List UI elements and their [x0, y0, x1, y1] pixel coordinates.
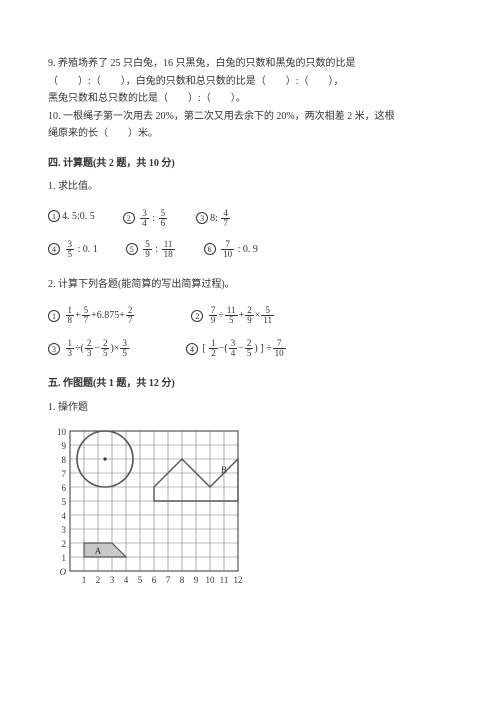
item-6: 6 710 : 0. 9 — [204, 240, 258, 259]
svg-text:5: 5 — [62, 497, 67, 507]
num-icon: 2 — [123, 212, 135, 224]
section5-q1: 1. 操作题 — [48, 400, 452, 416]
svg-text:10: 10 — [206, 575, 216, 585]
expr-4: 4 [ 12−(34−25) ] ÷710 — [186, 339, 287, 358]
svg-text:B: B — [221, 465, 227, 475]
expr-1: 1 18+57+6.875+27 — [48, 306, 135, 325]
num-icon: 1 — [48, 210, 60, 222]
svg-text:11: 11 — [220, 575, 229, 585]
svg-text:9: 9 — [62, 441, 67, 451]
item-1: 14. 5:0. 5 — [48, 209, 95, 228]
q10-line1: 10. 一根绳子第一次用去 20%，第二次又用去余下的 20%，两次相差 2 米… — [48, 109, 452, 125]
svg-text:6: 6 — [152, 575, 157, 585]
svg-text:5: 5 — [138, 575, 143, 585]
svg-text:A: A — [95, 546, 102, 556]
num-icon: 6 — [204, 243, 216, 255]
svg-text:12: 12 — [234, 575, 243, 585]
calc-row-1: 1 18+57+6.875+27 2 79÷115+29×511 — [48, 306, 452, 325]
svg-text:7: 7 — [166, 575, 171, 585]
num-icon: 4 — [186, 343, 198, 355]
svg-text:10: 10 — [57, 427, 67, 437]
num-icon: 2 — [191, 310, 203, 322]
item-4: 4 35 : 0. 1 — [48, 240, 98, 259]
svg-text:3: 3 — [62, 525, 67, 535]
svg-text:1: 1 — [62, 553, 67, 563]
svg-text:O: O — [60, 567, 67, 577]
num-icon: 3 — [196, 212, 208, 224]
num-icon: 4 — [48, 243, 60, 255]
grid-svg: 10987654321O123456789101112AB — [48, 425, 246, 593]
svg-text:2: 2 — [96, 575, 101, 585]
section4-q1: 1. 求比值。 — [48, 179, 452, 195]
svg-text:6: 6 — [62, 483, 67, 493]
svg-text:3: 3 — [110, 575, 115, 585]
grid-figure: 10987654321O123456789101112AB — [48, 425, 452, 593]
section4-q2: 2. 计算下列各题(能简算的写出简算过程)。 — [48, 277, 452, 293]
q10-line2: 绳原来的长（ ）米。 — [48, 126, 452, 142]
svg-text:7: 7 — [62, 469, 67, 479]
item-3: 38: 47 — [196, 209, 231, 228]
svg-text:9: 9 — [194, 575, 199, 585]
section5-title: 五. 作图题(共 1 题，共 12 分) — [48, 376, 452, 392]
svg-text:8: 8 — [180, 575, 185, 585]
calc-row-2: 3 13÷(23−25)×35 4 [ 12−(34−25) ] ÷710 — [48, 339, 452, 358]
expr-3: 3 13÷(23−25)×35 — [48, 339, 130, 358]
svg-text:2: 2 — [62, 539, 67, 549]
q9-line1: 9. 养殖场养了 25 只白兔，16 只黑兔，白兔的只数和黑兔的只数的比是 — [48, 56, 452, 72]
q9-line2: （ ）:（ ），白兔的只数和总只数的比是（ ）:（ ）， — [48, 74, 452, 90]
svg-text:1: 1 — [82, 575, 87, 585]
ratio-row-1: 14. 5:0. 5 2 34 : 56 38: 47 — [48, 209, 452, 228]
svg-text:4: 4 — [124, 575, 129, 585]
svg-text:4: 4 — [62, 511, 67, 521]
q9-line3: 黑兔只数和总只数的比是（ ）:（ ）。 — [48, 91, 452, 107]
item-5: 5 59 : 1118 — [126, 240, 176, 259]
num-icon: 3 — [48, 343, 60, 355]
svg-text:8: 8 — [62, 455, 67, 465]
item-2: 2 34 : 56 — [123, 209, 168, 228]
expr-2: 2 79÷115+29×511 — [191, 306, 275, 325]
num-icon: 1 — [48, 310, 60, 322]
section4-title: 四. 计算题(共 2 题，共 10 分) — [48, 156, 452, 172]
ratio-row-2: 4 35 : 0. 1 5 59 : 1118 6 710 : 0. 9 — [48, 240, 452, 259]
num-icon: 5 — [126, 243, 138, 255]
